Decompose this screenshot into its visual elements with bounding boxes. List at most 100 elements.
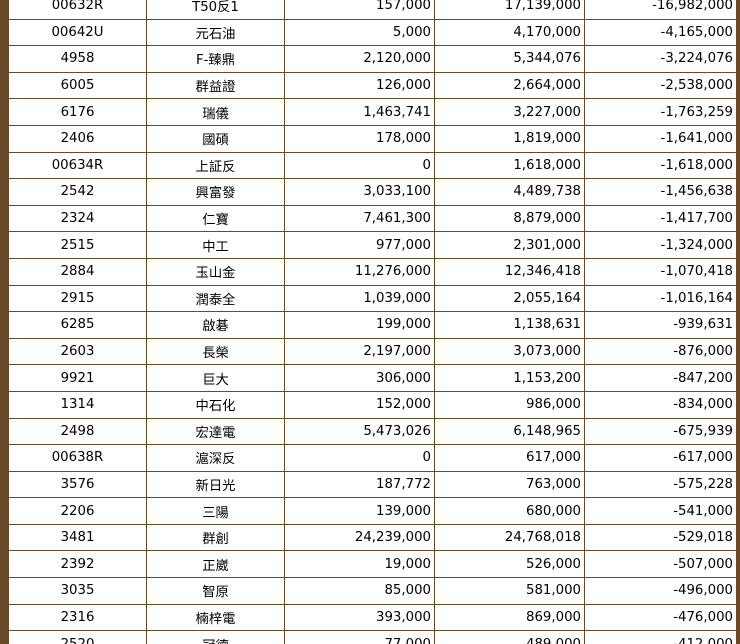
net-value-cell: -541,000 [584,497,737,525]
table-row: 00634R 上証反 0 1,618,000 -1,618,000 [8,151,737,180]
right-border [736,0,740,644]
value-cell-2: 986,000 [434,390,585,419]
stock-code-cell: 00642U [8,18,147,47]
table-row: 2406 國碩 178,000 1,819,000 -1,641,000 [8,124,737,153]
table-row: 6285 啟碁 199,000 1,138,631 -939,631 [8,311,737,339]
value-cell-1: 0 [284,444,435,472]
stock-code-cell: 2520 [8,630,147,644]
net-value-cell: -1,070,418 [584,257,737,286]
stock-code-cell: 2542 [8,178,147,206]
value-cell-2: 1,138,631 [434,311,585,339]
net-value-cell: -834,000 [584,390,737,419]
table-row: 2392 正崴 19,000 526,000 -507,000 [8,550,737,579]
stock-name-cell: 仁寶 [146,204,285,233]
table-row: 00642U 元石油 5,000 4,170,000 -4,165,000 [8,18,737,47]
stock-code-cell: 4958 [8,45,147,73]
net-value-cell: -2,538,000 [584,71,737,100]
net-value-cell: -4,165,000 [584,18,737,47]
net-value-cell: -476,000 [584,603,737,632]
stock-name-cell: 中石化 [146,390,285,419]
net-value-cell: -617,000 [584,444,737,472]
value-cell-1: 1,039,000 [284,284,435,313]
stock-name-cell: 宏達電 [146,417,285,446]
value-cell-2: 2,055,164 [434,284,585,313]
stock-name-cell: 元石油 [146,18,285,47]
stock-name-cell: 玉山金 [146,257,285,286]
value-cell-1: 19,000 [284,550,435,579]
table-row: 2542 興富發 3,033,100 4,489,738 -1,456,638 [8,178,737,206]
net-value-cell: -1,763,259 [584,98,737,126]
value-cell-1: 139,000 [284,497,435,525]
net-value-cell: -847,200 [584,364,737,392]
value-cell-1: 126,000 [284,71,435,100]
table-row: 1314 中石化 152,000 986,000 -834,000 [8,390,737,419]
stock-name-cell: 中工 [146,231,285,259]
net-value-cell: -496,000 [584,577,737,605]
stock-name-cell: 滬深反 [146,444,285,472]
table-row: 2915 潤泰全 1,039,000 2,055,164 -1,016,164 [8,284,737,313]
net-value-cell: -1,324,000 [584,231,737,259]
value-cell-1: 7,461,300 [284,204,435,233]
value-cell-1: 393,000 [284,603,435,632]
table-row: 2324 仁寶 7,461,300 8,879,000 -1,417,700 [8,204,737,233]
table-row: 4958 F-臻鼎 2,120,000 5,344,076 -3,224,076 [8,45,737,73]
stock-code-cell: 3576 [8,470,147,499]
stock-name-cell: T50反1 [146,0,285,20]
stock-name-cell: 巨大 [146,364,285,392]
value-cell-2: 869,000 [434,603,585,632]
value-cell-2: 763,000 [434,470,585,499]
net-value-cell: -675,939 [584,417,737,446]
table-row: 2515 中工 977,000 2,301,000 -1,324,000 [8,231,737,259]
value-cell-1: 306,000 [284,364,435,392]
value-cell-1: 77,000 [284,630,435,644]
table-row: 2884 玉山金 11,276,000 12,346,418 -1,070,418 [8,257,737,286]
value-cell-2: 1,153,200 [434,364,585,392]
net-value-cell: -507,000 [584,550,737,579]
left-border [0,0,8,644]
stock-name-cell: 上証反 [146,151,285,180]
table-row: 00638R 滬深反 0 617,000 -617,000 [8,444,737,472]
value-cell-2: 12,346,418 [434,257,585,286]
stock-name-cell: 新日光 [146,470,285,499]
table-row: 9921 巨大 306,000 1,153,200 -847,200 [8,364,737,392]
value-cell-2: 24,768,018 [434,523,585,552]
stock-code-cell: 3035 [8,577,147,605]
net-value-cell: -1,618,000 [584,151,737,180]
table-row: 3035 智原 85,000 581,000 -496,000 [8,577,737,605]
value-cell-2: 6,148,965 [434,417,585,446]
table-row: 6176 瑞儀 1,463,741 3,227,000 -1,763,259 [8,98,737,126]
net-value-cell: -412,000 [584,630,737,644]
table-body: 00632R T50反1 157,000 17,139,000 -16,982,000 0… [8,0,737,644]
value-cell-2: 2,301,000 [434,231,585,259]
value-cell-1: 977,000 [284,231,435,259]
stock-code-cell: 2324 [8,204,147,233]
stock-name-cell: 冠德 [146,630,285,644]
net-value-cell: -1,456,638 [584,178,737,206]
stock-name-cell: 國碩 [146,124,285,153]
stock-name-cell: 長榮 [146,337,285,366]
value-cell-1: 2,120,000 [284,45,435,73]
value-cell-1: 0 [284,151,435,180]
table-row: 00632R T50反1 157,000 17,139,000 -16,982,000 [8,0,737,20]
stock-code-cell: 00634R [8,151,147,180]
net-value-cell: -1,641,000 [584,124,737,153]
table-row: 2316 楠梓電 393,000 869,000 -476,000 [8,603,737,632]
value-cell-1: 1,463,741 [284,98,435,126]
stock-code-cell: 6285 [8,311,147,339]
value-cell-2: 3,227,000 [434,98,585,126]
value-cell-2: 4,170,000 [434,18,585,47]
stock-name-cell: 興富發 [146,178,285,206]
value-cell-1: 2,197,000 [284,337,435,366]
table-row: 6005 群益證 126,000 2,664,000 -2,538,000 [8,71,737,100]
value-cell-1: 178,000 [284,124,435,153]
stock-name-cell: 三陽 [146,497,285,525]
value-cell-1: 5,000 [284,18,435,47]
value-cell-1: 85,000 [284,577,435,605]
value-cell-2: 680,000 [434,497,585,525]
value-cell-2: 2,664,000 [434,71,585,100]
value-cell-2: 5,344,076 [434,45,585,73]
stock-code-cell: 2406 [8,124,147,153]
net-value-cell: -939,631 [584,311,737,339]
value-cell-1: 11,276,000 [284,257,435,286]
